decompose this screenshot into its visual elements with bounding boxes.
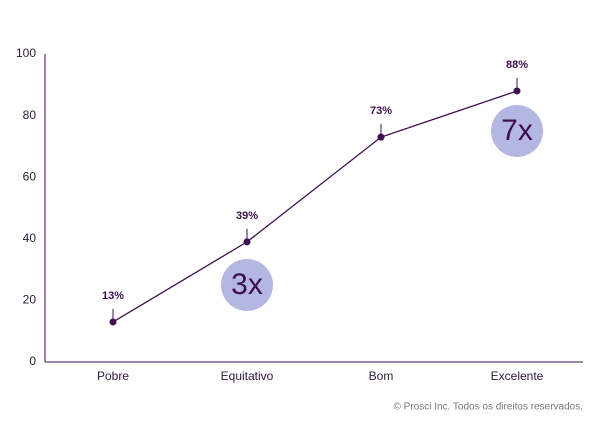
data-label: 13% [102,290,124,302]
y-tick-label: 80 [23,108,37,122]
data-point [243,238,251,246]
data-label: 88% [506,59,528,71]
annotation-bubble [221,259,273,311]
x-tick-label: Excelente [491,369,544,383]
x-tick-label: Bom [369,369,394,383]
x-tick-label: Equitativo [221,369,274,383]
data-point [109,318,117,326]
footnote: © Prosci Inc. Todos os direitos reservad… [394,402,584,413]
data-label: 73% [370,105,392,117]
x-tick-label: Pobre [97,369,129,383]
data-line [112,90,518,323]
data-point [377,133,385,141]
data-label: 39% [236,210,258,222]
y-tick-label: 60 [23,169,37,183]
annotation-label: 3x [231,268,263,301]
y-tick-label: 100 [16,46,36,60]
y-tick-label: 40 [23,231,37,245]
y-tick-label: 20 [23,293,37,307]
y-tick-label: 0 [29,354,36,368]
annotation-bubble [491,105,543,157]
data-point [513,87,521,95]
annotation-label: 7x [501,114,533,147]
